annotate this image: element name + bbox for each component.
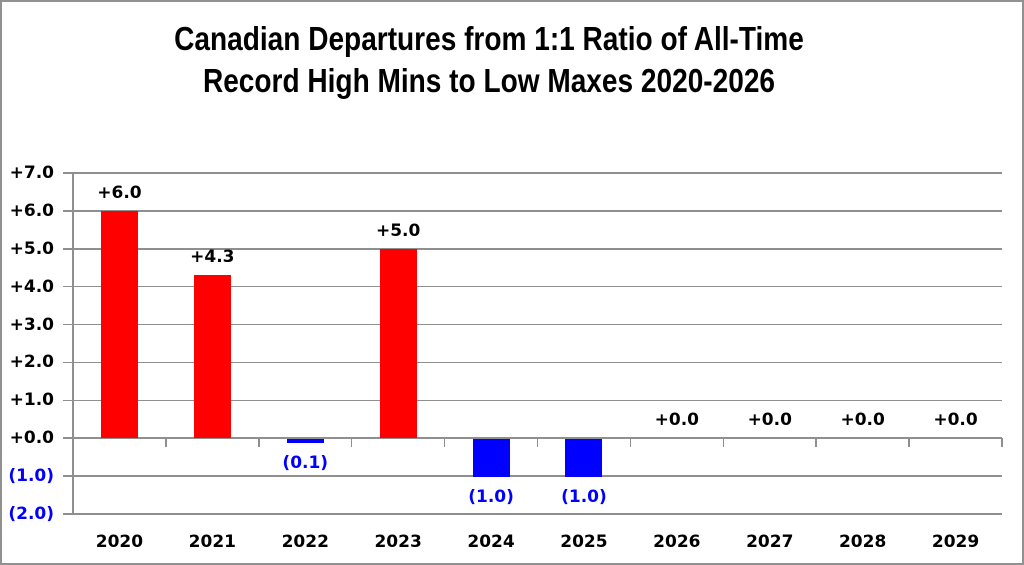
y-tick-label: +1.0 xyxy=(9,390,54,411)
x-axis-tick xyxy=(1001,438,1003,448)
bar-2022 xyxy=(286,438,324,443)
gridline xyxy=(73,399,1002,402)
gridline xyxy=(73,172,1002,174)
x-tick-label: 2020 xyxy=(95,532,144,552)
gridline xyxy=(73,323,1002,326)
bar-value-label: +6.0 xyxy=(97,182,142,203)
gridline xyxy=(73,513,1002,515)
x-tick-label: 2027 xyxy=(746,532,794,552)
bar-value-label: +0.0 xyxy=(654,410,700,431)
x-axis-tick xyxy=(722,438,725,448)
y-axis-tick xyxy=(63,513,73,515)
y-axis-tick xyxy=(63,172,73,174)
y-tick-label: +7.0 xyxy=(9,163,54,183)
y-tick-label: +6.0 xyxy=(9,200,54,221)
x-axis-tick xyxy=(815,438,817,448)
y-tick-label: (2.0) xyxy=(8,504,54,524)
gridline xyxy=(73,475,1002,477)
bar-value-label: +0.0 xyxy=(933,410,978,431)
x-tick-label: 2029 xyxy=(931,532,980,552)
bar-2024 xyxy=(472,438,510,477)
bar-value-label: (1.0) xyxy=(468,487,514,508)
x-axis-tick xyxy=(72,438,74,448)
y-tick-label: +0.0 xyxy=(9,428,54,449)
y-axis-tick xyxy=(63,475,73,477)
y-tick-label: +3.0 xyxy=(9,314,54,335)
bar-2020 xyxy=(100,210,138,439)
chart-title-line1: Canadian Departures from 1:1 Ratio of Al… xyxy=(174,20,804,57)
chart-title-line2: Record High Mins to Low Maxes 2020-2026 xyxy=(202,62,776,99)
y-axis-tick xyxy=(63,323,73,326)
y-tick-label: (1.0) xyxy=(8,466,54,487)
bar-value-label: +5.0 xyxy=(375,220,421,241)
y-axis-tick xyxy=(63,210,73,212)
x-axis-tick xyxy=(536,438,539,448)
bar-2021 xyxy=(193,275,231,439)
gridline xyxy=(73,248,1002,250)
gridline xyxy=(73,361,1002,364)
bar-value-label: +0.0 xyxy=(840,410,885,431)
x-tick-label: 2028 xyxy=(838,532,887,552)
bar-2025 xyxy=(565,438,603,477)
x-axis-tick xyxy=(258,438,260,448)
x-axis-tick xyxy=(629,438,632,448)
x-axis-tick xyxy=(165,438,167,448)
bar-value-label: +4.3 xyxy=(190,247,235,268)
x-axis-tick xyxy=(908,438,910,448)
gridline xyxy=(73,285,1002,288)
x-axis-tick xyxy=(350,438,353,448)
x-tick-label: 2024 xyxy=(467,532,515,552)
x-tick-label: 2025 xyxy=(560,532,608,552)
x-axis-tick xyxy=(443,438,446,448)
y-axis-tick xyxy=(63,361,73,364)
gridline xyxy=(73,210,1002,212)
bar-2023 xyxy=(379,248,417,439)
chart-title: Canadian Departures from 1:1 Ratio of Al… xyxy=(2,18,976,102)
y-axis-tick xyxy=(63,437,73,439)
y-axis-line xyxy=(72,173,74,514)
y-axis-tick xyxy=(63,399,73,402)
x-tick-label: 2021 xyxy=(188,532,236,552)
y-tick-label: +4.0 xyxy=(9,276,54,297)
x-tick-label: 2026 xyxy=(653,532,701,552)
bar-value-label: +0.0 xyxy=(747,410,792,431)
y-axis-tick xyxy=(63,248,73,250)
x-tick-label: 2023 xyxy=(374,532,422,552)
bar-value-label: (1.0) xyxy=(561,487,607,508)
y-tick-label: +5.0 xyxy=(9,238,54,259)
bar-value-label: (0.1) xyxy=(282,453,329,473)
x-tick-label: 2022 xyxy=(281,532,329,552)
y-tick-label: +2.0 xyxy=(9,352,54,373)
y-axis-tick xyxy=(63,285,73,288)
